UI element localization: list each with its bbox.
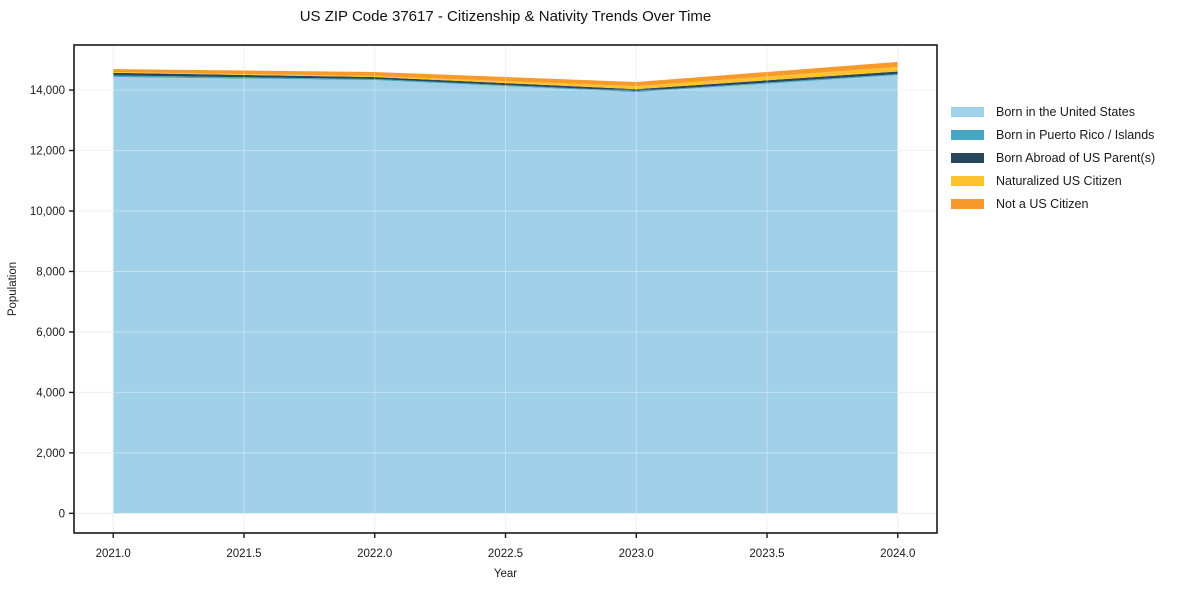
area-series-2 [113, 71, 898, 92]
legend-item-0: Born in the United States [951, 105, 1155, 119]
y-tick-label: 4,000 [36, 387, 65, 399]
area-series-0 [113, 75, 898, 514]
y-tick-label: 0 [59, 508, 65, 520]
x-tick-label: 2022.5 [488, 548, 523, 560]
legend-label: Born in Puerto Rico / Islands [996, 128, 1155, 142]
legend-label: Not a US Citizen [996, 197, 1089, 211]
legend-label: Born in the United States [996, 105, 1135, 119]
legend-item-4: Not a US Citizen [951, 197, 1155, 211]
x-tick-label: 2022.0 [357, 548, 392, 560]
area-series-3 [113, 66, 898, 90]
area-series-1 [113, 74, 898, 93]
y-tick-label: 2,000 [36, 448, 65, 460]
legend-swatch [951, 107, 984, 117]
x-tick-label: 2021.0 [96, 548, 131, 560]
x-tick-label: 2024.0 [880, 548, 915, 560]
area-series-4 [113, 61, 898, 87]
x-tick-label: 2023.0 [619, 548, 654, 560]
legend-label: Naturalized US Citizen [996, 174, 1122, 188]
legend-swatch [951, 199, 984, 209]
legend-item-1: Born in Puerto Rico / Islands [951, 128, 1155, 142]
legend-swatch [951, 176, 984, 186]
y-axis-label: Population [7, 262, 19, 316]
x-tick-label: 2023.5 [749, 548, 784, 560]
y-tick-label: 6,000 [36, 327, 65, 339]
legend-label: Born Abroad of US Parent(s) [996, 151, 1156, 165]
legend-item-3: Naturalized US Citizen [951, 174, 1155, 188]
legend-swatch [951, 130, 984, 140]
x-axis-label: Year [494, 568, 517, 580]
legend: Born in the United States Born in Puerto … [951, 105, 1155, 220]
chart-title: US ZIP Code 37617 - Citizenship & Nativi… [299, 8, 712, 25]
legend-swatch [951, 153, 984, 163]
x-tick-label: 2021.5 [226, 548, 261, 560]
y-tick-label: 8,000 [36, 266, 65, 278]
y-tick-label: 14,000 [30, 85, 65, 97]
y-tick-label: 12,000 [30, 146, 65, 158]
legend-item-2: Born Abroad of US Parent(s) [951, 151, 1155, 165]
y-tick-label: 10,000 [30, 206, 65, 218]
